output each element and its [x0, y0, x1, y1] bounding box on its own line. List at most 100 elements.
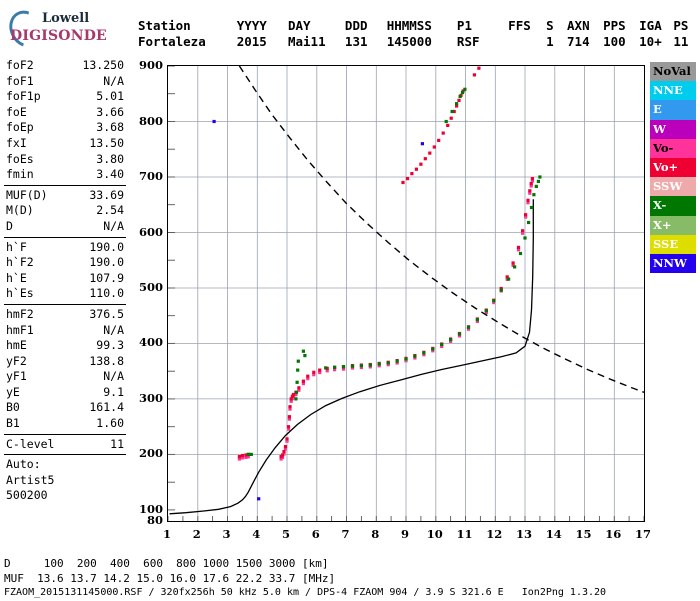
- data-point: [296, 359, 300, 363]
- x-tick-label: 1: [162, 527, 171, 541]
- param-row-fxi: fxI 13.50: [4, 136, 126, 152]
- param-key: MUF(D): [6, 187, 48, 202]
- legend-item-ssw[interactable]: SSW: [650, 177, 696, 197]
- data-point: [518, 251, 523, 256]
- x-tick-label: 8: [371, 527, 380, 541]
- data-point: [524, 215, 528, 219]
- data-point: [457, 98, 461, 102]
- data-point: [350, 364, 355, 368]
- data-point: [283, 445, 288, 449]
- data-point: [294, 393, 298, 397]
- data-point: [460, 91, 465, 95]
- data-point: [301, 379, 305, 383]
- legend-item-sse[interactable]: SSE: [650, 234, 696, 254]
- header-value-ffs: [508, 34, 546, 50]
- y-tick-label: 600: [138, 224, 163, 239]
- data-point: [527, 220, 531, 225]
- param-value: N/A: [103, 218, 124, 233]
- param-value: 161.4: [89, 400, 124, 415]
- data-point: [237, 457, 241, 461]
- x-tick-label: 2: [192, 527, 201, 541]
- param-key: hmE: [6, 338, 27, 353]
- data-point: [499, 288, 503, 292]
- param-value: 11: [110, 436, 124, 451]
- data-point: [455, 104, 459, 108]
- data-point: [499, 286, 503, 291]
- param-value: 3.80: [96, 151, 124, 166]
- legend-item-noval[interactable]: NoVal: [650, 62, 696, 82]
- data-point: [395, 361, 399, 365]
- autoscale-line-0: Auto:: [6, 457, 41, 472]
- header-value-pps: 100: [603, 34, 626, 49]
- data-point: [350, 366, 355, 370]
- legend-item-vo[interactable]: Vo-: [650, 138, 696, 158]
- x-tick-label: 14: [545, 527, 562, 541]
- data-point: [244, 455, 248, 459]
- data-point: [516, 248, 521, 252]
- param-row-mufd: MUF(D) 33.69: [4, 188, 126, 204]
- data-point: [413, 356, 417, 360]
- data-point: [294, 390, 299, 394]
- data-point: [244, 453, 248, 457]
- param-row-d: D N/A: [4, 219, 126, 235]
- param-key: foF1p: [6, 89, 41, 104]
- data-point: [318, 370, 322, 375]
- header-label-ddd: DDD: [344, 18, 368, 33]
- param-divider: [4, 236, 126, 238]
- param-key: fmin: [6, 167, 34, 182]
- data-point: [282, 450, 286, 454]
- data-point: [492, 299, 496, 303]
- legend-item-w[interactable]: W: [650, 119, 696, 139]
- data-point: [410, 172, 414, 176]
- data-point: [524, 213, 528, 217]
- legend-item-e[interactable]: E: [650, 100, 696, 120]
- data-point: [484, 309, 488, 313]
- param-value: 1.60: [96, 416, 124, 431]
- data-point: [423, 157, 427, 161]
- data-point: [422, 351, 426, 355]
- data-point: [528, 191, 532, 195]
- station-header-labels: Station YYYY DAY DDD HHMMSS P1 FFS S AXN…: [138, 18, 698, 34]
- y-tick-label: 800: [138, 113, 163, 128]
- data-point: [530, 179, 534, 183]
- data-point: [536, 179, 540, 183]
- data-point: [492, 301, 496, 305]
- data-point: [212, 119, 216, 124]
- legend-item-nnw[interactable]: NNW: [650, 253, 696, 274]
- autoscale-line-1: Artist5: [6, 472, 55, 487]
- param-row-hmf2: hmF2 376.5: [4, 307, 126, 323]
- param-key: yF1: [6, 369, 27, 384]
- param-row-hf: h`F 190.0: [4, 240, 126, 256]
- x-tick-label: 15: [575, 527, 592, 541]
- data-point: [420, 142, 424, 146]
- data-point: [257, 497, 261, 501]
- data-point: [431, 347, 435, 351]
- param-value: 3.68: [96, 120, 124, 135]
- data-point: [377, 364, 381, 368]
- autoscale-line-2: 500200: [6, 488, 48, 503]
- data-point: [432, 145, 436, 149]
- data-point: [240, 456, 244, 460]
- series-o-trace-shadow: [237, 179, 534, 461]
- direction-legend: NoVal NNE E W Vo- Vo+ SSW X- X+ SSE NNW: [650, 62, 696, 274]
- param-key: C-level: [6, 436, 55, 451]
- data-point: [466, 325, 471, 329]
- series-2f2-x-echo: [444, 87, 467, 124]
- legend-item-nne[interactable]: NNE: [650, 81, 696, 101]
- muf-dashed-curve: [238, 66, 644, 393]
- param-row-hf2: h`F2 190.0: [4, 255, 126, 271]
- header-label-day: DAY: [287, 18, 311, 33]
- data-point: [368, 365, 372, 369]
- data-point: [295, 380, 299, 384]
- x-tick-label: 13: [515, 527, 532, 541]
- param-row-clevel: C-level 11: [4, 437, 126, 453]
- legend-item-x[interactable]: X+: [650, 215, 696, 235]
- legend-item-vo[interactable]: Vo+: [650, 157, 696, 178]
- param-value: 110.0: [89, 286, 124, 301]
- data-point: [529, 205, 534, 210]
- data-point: [477, 66, 481, 70]
- lowell-digisonde-logo: Lowell DIGISONDE: [2, 4, 128, 54]
- legend-item-x[interactable]: X-: [650, 196, 696, 216]
- x-tick-label: 9: [400, 527, 409, 541]
- data-point: [359, 365, 363, 370]
